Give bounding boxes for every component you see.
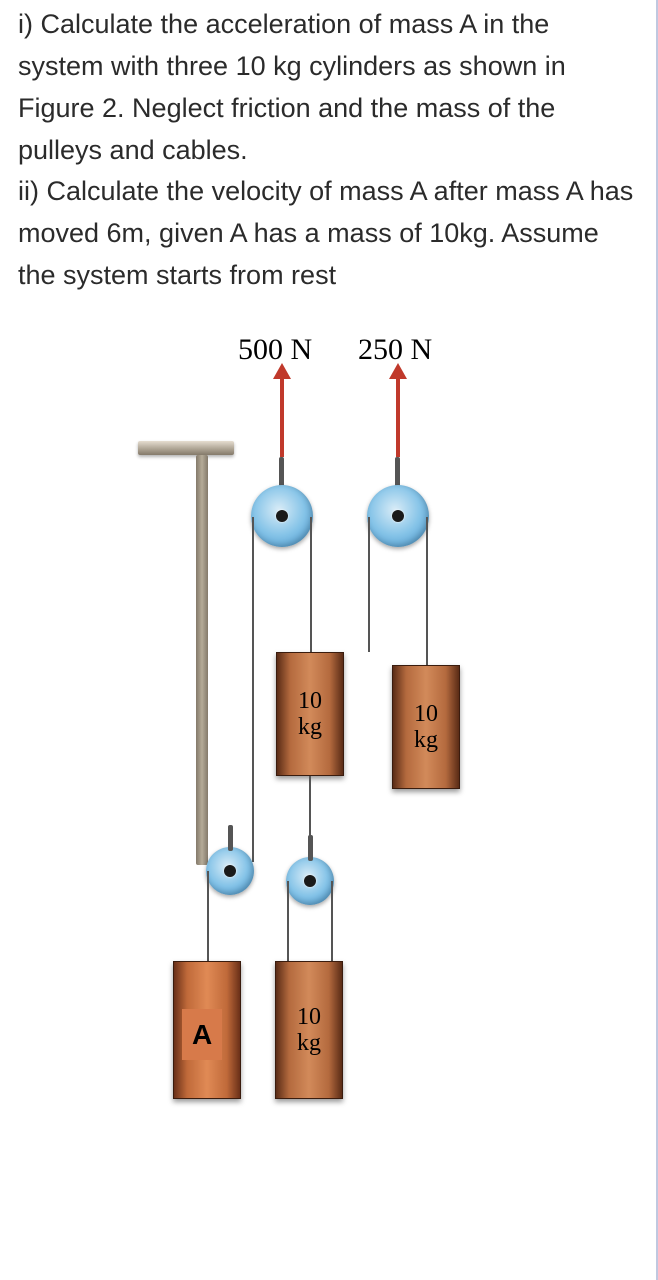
pulley-system-figure: 500 N 250 N 10 kg 10 kg [138, 327, 518, 1157]
pulley-upper-left-icon [251, 485, 313, 547]
problem-part-i: i) Calculate the acceleration of mass A … [18, 9, 566, 165]
pulley-lower-left-icon [206, 847, 254, 895]
cable-lowerleft-left [207, 871, 209, 961]
cable-upperleft-left [252, 517, 254, 862]
cable-upperleft-right [310, 517, 312, 652]
force-arrow-left-icon [280, 377, 284, 457]
figure-container: 500 N 250 N 10 kg 10 kg [18, 327, 638, 1157]
mass-top-right-label: 10 kg [414, 701, 438, 754]
mass-A-label: A [182, 1009, 222, 1060]
mass-top-left-label: 10 kg [298, 688, 322, 741]
mass-bottom-right-label: 10 kg [297, 1004, 321, 1057]
pulley-lower-right-icon [286, 857, 334, 905]
mass-top-right: 10 kg [392, 665, 460, 789]
cable-upperright-left [368, 517, 370, 652]
cable-lowerright-right [331, 881, 333, 961]
force-arrow-right-icon [396, 377, 400, 457]
pulley-arm-lower-right [308, 835, 313, 861]
support-beam-vertical [196, 455, 208, 865]
mass-top-left: 10 kg [276, 652, 344, 776]
support-beam-horizontal [138, 441, 234, 455]
mass-bottom-right: 10 kg [275, 961, 343, 1099]
pulley-upper-right-icon [367, 485, 429, 547]
problem-part-ii: ii) Calculate the velocity of mass A aft… [18, 176, 633, 290]
pulley-arm-lower-left [228, 825, 233, 851]
cable-upperright-right [426, 517, 428, 665]
cable-lowerright-left [287, 881, 289, 961]
problem-text-block: i) Calculate the acceleration of mass A … [18, 4, 638, 297]
